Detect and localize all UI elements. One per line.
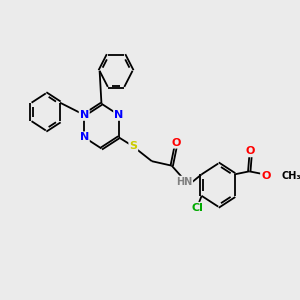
Text: O: O <box>171 138 180 148</box>
Text: O: O <box>246 146 255 156</box>
Text: Cl: Cl <box>192 203 204 213</box>
Text: N: N <box>114 110 123 120</box>
Text: O: O <box>261 171 270 181</box>
Text: N: N <box>80 110 89 120</box>
Text: CH₃: CH₃ <box>282 171 300 181</box>
Text: HN: HN <box>176 176 192 187</box>
Text: N: N <box>80 132 89 142</box>
Text: S: S <box>129 141 137 151</box>
